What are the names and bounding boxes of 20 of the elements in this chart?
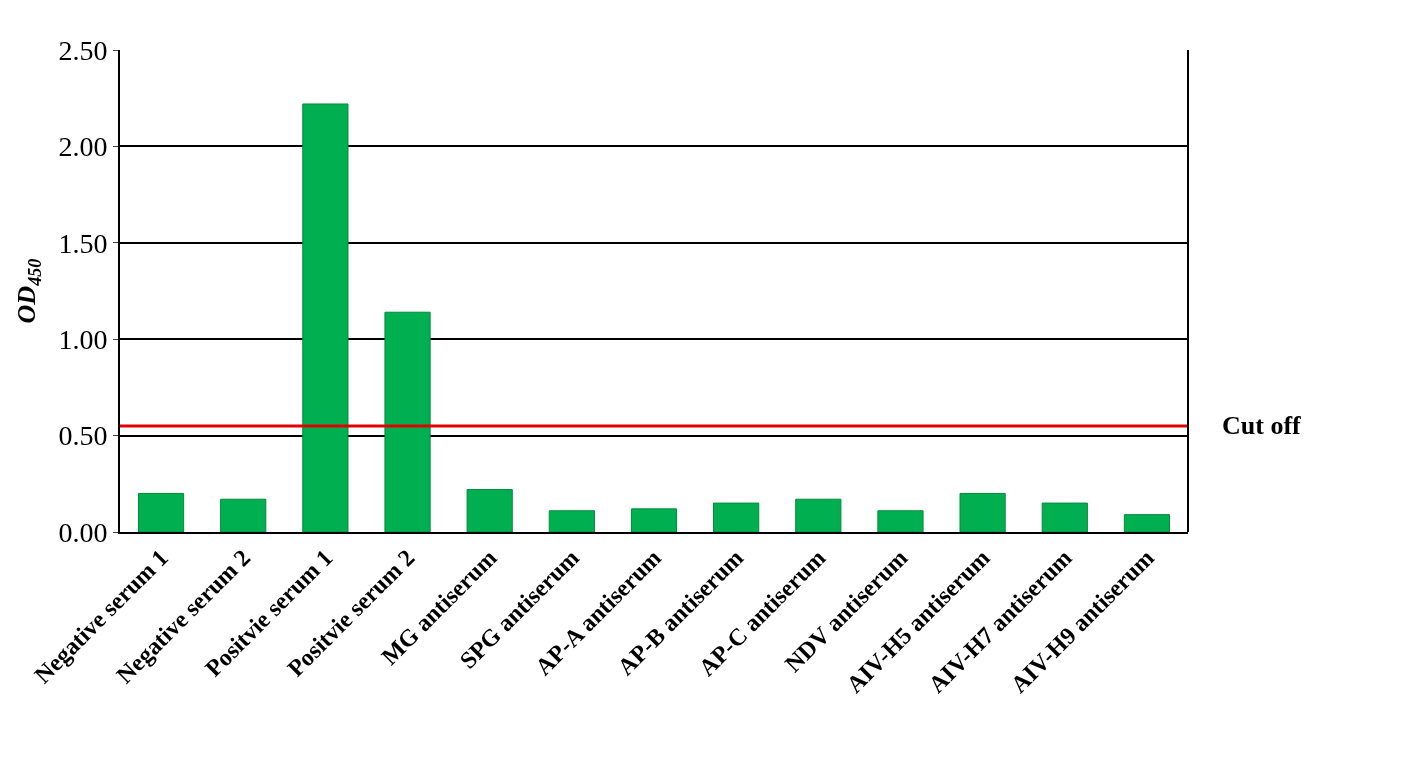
- bar: [466, 489, 513, 532]
- y-tick-label: 2.00: [58, 131, 108, 163]
- bar: [877, 510, 924, 532]
- bar: [1123, 514, 1171, 532]
- y-tick-label: 0.50: [58, 420, 108, 452]
- bar: [384, 311, 431, 532]
- bar: [220, 498, 267, 532]
- y-tick-label: 1.00: [58, 324, 108, 355]
- ref-line-label: Cut off: [1222, 411, 1302, 440]
- y-tick-label: 2.50: [58, 34, 108, 66]
- bar: [302, 103, 349, 532]
- bar: [137, 492, 185, 532]
- y-tick-label: 1.50: [58, 227, 108, 259]
- bar: [548, 510, 595, 532]
- bar: [959, 492, 1006, 532]
- y-tick-label: 0.00: [58, 516, 108, 548]
- bar: [795, 498, 842, 532]
- bar: [1041, 502, 1088, 532]
- bar: [713, 502, 760, 532]
- bar: [630, 508, 678, 532]
